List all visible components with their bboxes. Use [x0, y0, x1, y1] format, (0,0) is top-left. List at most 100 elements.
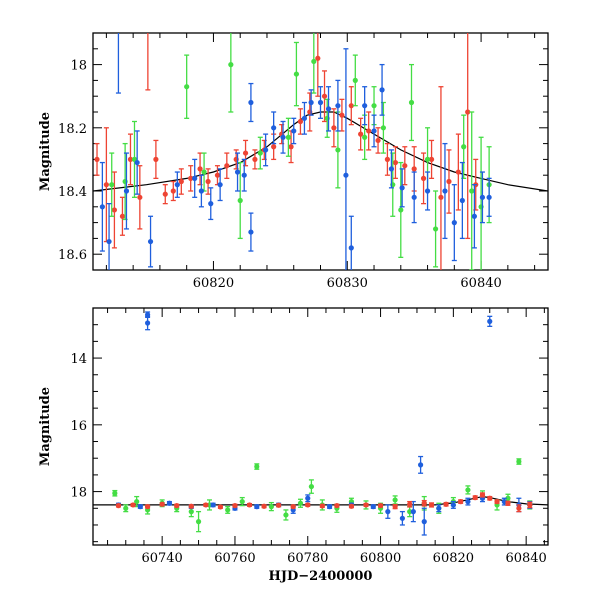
x-tick-label: 60760	[214, 551, 255, 566]
data-point	[301, 115, 308, 121]
data-point	[197, 166, 203, 172]
data-point	[311, 58, 317, 65]
data-point	[137, 194, 143, 200]
data-point	[224, 163, 230, 169]
y-tick-label: 18	[70, 486, 87, 501]
x-tick-label: 60780	[287, 551, 328, 566]
data-point	[248, 229, 254, 235]
data-point	[363, 502, 369, 508]
data-point	[237, 197, 243, 204]
data-point	[459, 197, 465, 204]
data-point	[408, 99, 415, 106]
model-curve	[93, 111, 548, 192]
data-point	[116, 11, 121, 16]
data-point	[308, 99, 314, 106]
data-point	[103, 182, 109, 188]
data-point	[458, 499, 464, 505]
data-point	[428, 502, 435, 508]
data-point	[451, 220, 457, 226]
y-tick-label: 18.4	[58, 185, 87, 200]
data-point	[308, 483, 314, 490]
data-point	[293, 71, 300, 77]
plot-frame	[92, 32, 549, 271]
data-point	[174, 182, 180, 188]
data-point	[375, 137, 381, 144]
x-tick-label: 60820	[433, 551, 474, 566]
data-point	[327, 504, 333, 510]
data-point	[252, 156, 258, 162]
data-point	[487, 495, 493, 501]
data-point	[335, 147, 341, 153]
data-point	[432, 226, 439, 232]
data-point	[411, 166, 417, 172]
data-point	[442, 188, 448, 194]
data-point	[166, 500, 173, 506]
x-tick-label: 60840	[460, 276, 501, 291]
data-point	[335, 103, 341, 109]
data-point	[321, 93, 328, 99]
data-point	[162, 191, 168, 197]
data-point	[242, 150, 249, 156]
data-point	[234, 169, 241, 175]
data-point	[123, 505, 129, 511]
data-point	[315, 55, 321, 61]
data-point	[325, 106, 332, 112]
data-point	[94, 156, 100, 162]
data-point	[288, 144, 294, 150]
data-point	[214, 172, 221, 178]
data-point	[217, 182, 223, 188]
data-point	[99, 204, 105, 210]
x-tick-label: 60740	[141, 551, 182, 566]
data-point	[465, 487, 471, 493]
data-point	[134, 159, 140, 166]
data-point	[254, 463, 260, 470]
data-point	[421, 500, 427, 506]
data-point	[348, 103, 354, 109]
data-point	[418, 462, 424, 468]
series-blue	[115, 311, 533, 536]
data-point	[130, 502, 136, 508]
data-point	[178, 178, 184, 185]
data-point	[362, 134, 368, 140]
data-point	[195, 519, 202, 525]
data-point	[371, 103, 377, 109]
data-point	[527, 502, 533, 508]
data-point	[392, 159, 399, 166]
y-tick-label: 18.6	[58, 248, 87, 263]
data-point	[123, 188, 130, 194]
data-point	[384, 156, 391, 162]
data-point	[339, 112, 345, 118]
data-point	[261, 503, 267, 509]
data-point	[297, 118, 304, 125]
bottom-panel: 60740 60760 60780 60800 60820 60840 14 16 18 Magn…	[38, 307, 549, 584]
data-point	[479, 492, 486, 498]
data-point	[487, 318, 493, 324]
data-point	[305, 502, 311, 508]
data-point	[290, 504, 296, 510]
data-point	[205, 178, 211, 185]
data-point	[516, 458, 522, 465]
data-point	[137, 504, 143, 510]
data-layer	[93, 311, 548, 536]
data-point	[145, 504, 151, 510]
data-point	[516, 505, 522, 511]
data-point	[111, 207, 118, 213]
data-point	[283, 512, 289, 518]
data-point	[438, 194, 444, 200]
data-point	[479, 194, 486, 200]
y-tick-label: 18.2	[58, 122, 87, 137]
data-point	[127, 156, 134, 162]
series-red	[115, 492, 533, 513]
data-point	[153, 156, 159, 162]
data-point	[443, 501, 449, 507]
data-point	[455, 169, 461, 175]
data-point	[170, 188, 176, 194]
y-tick-label: 16	[70, 419, 87, 434]
data-point	[268, 504, 274, 510]
data-point	[188, 503, 194, 509]
x-tick-label: 60820	[193, 276, 234, 291]
data-point	[134, 499, 140, 505]
data-point	[246, 502, 253, 508]
data-point	[188, 175, 194, 181]
data-point	[469, 188, 475, 194]
